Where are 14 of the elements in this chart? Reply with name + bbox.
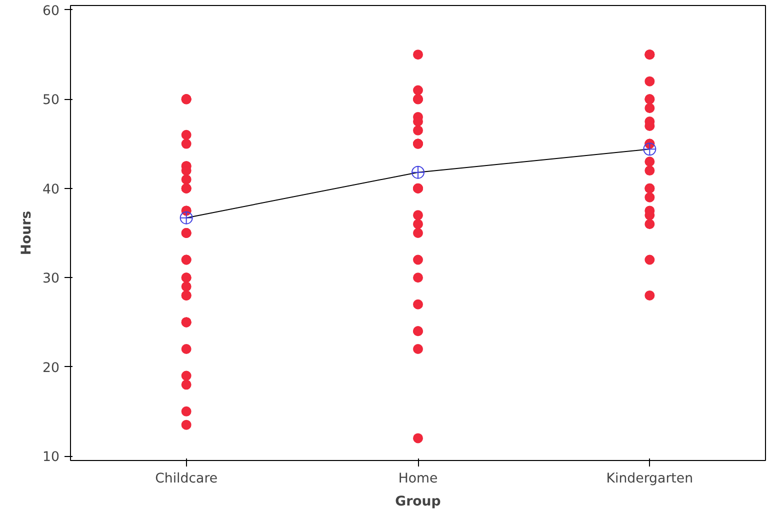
x-tick-label: Home	[398, 472, 438, 486]
y-tick-label: 50	[42, 93, 60, 108]
y-tick-label: 10	[42, 450, 60, 466]
x-axis-title: Group	[395, 494, 441, 510]
y-tick-label: 20	[42, 360, 60, 376]
y-axis-title: Hours	[20, 210, 35, 256]
x-tick-label: Childcare	[155, 472, 218, 486]
y-tick-label: 40	[42, 182, 60, 198]
y-tick-label: 30	[42, 272, 60, 287]
x-tick-label: Kindergarten	[606, 472, 694, 486]
point	[412, 166, 424, 179]
y-tick-label: 60	[42, 4, 60, 19]
point	[643, 142, 656, 156]
point	[180, 211, 193, 224]
